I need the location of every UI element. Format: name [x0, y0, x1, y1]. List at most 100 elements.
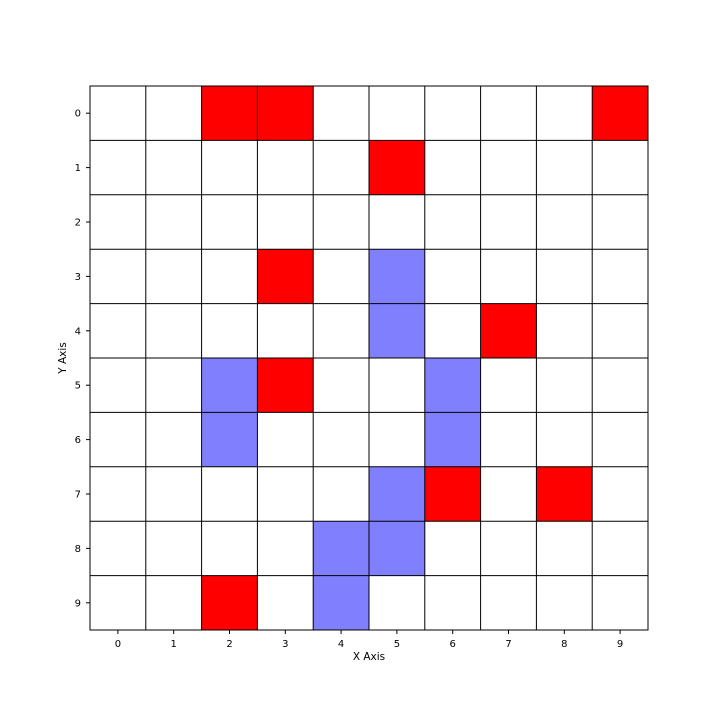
- grid-cell-3-9: [592, 249, 648, 304]
- grid-cell-1-5: [369, 140, 425, 195]
- grid-cell-8-8: [536, 521, 593, 576]
- grid-cell-2-8: [536, 194, 593, 250]
- grid-cell-4-0: [90, 303, 146, 358]
- y-tick-label: 6: [75, 435, 81, 446]
- grid-cell-6-6: [424, 412, 481, 467]
- grid-cell-8-0: [90, 521, 146, 576]
- grid-cell-1-4: [313, 140, 369, 195]
- grid-cell-9-8: [536, 575, 593, 630]
- grid-cell-4-2: [201, 303, 258, 358]
- grid-cell-1-2: [201, 140, 258, 195]
- grid-cell-2-9: [592, 194, 648, 250]
- grid-cell-6-1: [145, 412, 202, 467]
- grid-cell-1-1: [145, 140, 202, 195]
- grid-cell-3-2: [201, 249, 258, 304]
- x-tick-label: 2: [226, 639, 232, 650]
- grid-cell-0-9: [592, 86, 648, 141]
- grid-cell-4-8: [536, 303, 593, 358]
- grid-cell-0-3: [257, 86, 314, 141]
- grid-cell-7-0: [90, 466, 146, 522]
- grid-cell-8-3: [257, 521, 314, 576]
- grid-cell-7-4: [313, 466, 369, 522]
- grid-cell-5-1: [145, 358, 202, 413]
- grid-cell-4-3: [257, 303, 314, 358]
- grid-cell-7-8: [536, 466, 593, 522]
- grid-cell-2-0: [90, 194, 146, 250]
- grid-cell-7-5: [369, 466, 425, 522]
- grid-cell-2-6: [424, 194, 481, 250]
- grid-cell-3-5: [369, 249, 425, 304]
- x-tick-label: 4: [338, 639, 344, 650]
- grid-cell-1-7: [480, 140, 537, 195]
- grid-cell-0-8: [536, 86, 593, 141]
- y-tick-label: 1: [75, 163, 81, 174]
- x-tick-label: 9: [617, 639, 623, 650]
- grid-cell-6-2: [201, 412, 258, 467]
- grid-cell-1-9: [592, 140, 648, 195]
- grid-cell-1-6: [424, 140, 481, 195]
- grid-cell-8-6: [424, 521, 481, 576]
- grid-cell-0-7: [480, 86, 537, 141]
- x-tick-label: 7: [505, 639, 511, 650]
- y-tick-label: 5: [75, 381, 81, 392]
- x-tick-label: 5: [394, 639, 400, 650]
- grid-cell-5-5: [369, 358, 425, 413]
- grid-cell-9-3: [257, 575, 314, 630]
- y-tick-label: 3: [75, 272, 81, 283]
- grid-cell-4-9: [592, 303, 648, 358]
- grid-cell-2-2: [201, 194, 258, 250]
- grid-cell-6-3: [257, 412, 314, 467]
- grid-cell-5-4: [313, 358, 369, 413]
- plot-frame: [89, 85, 649, 631]
- y-tick-label: 2: [75, 218, 81, 229]
- grid-cell-7-6: [424, 466, 481, 522]
- grid-cell-7-2: [201, 466, 258, 522]
- y-ticks: 0 1 2 3 4 5 6 7 8 9: [75, 109, 90, 609]
- grid-cell-9-7: [480, 575, 537, 630]
- grid-cell-4-1: [145, 303, 202, 358]
- grid-cell-4-6: [424, 303, 481, 358]
- grid-cell-0-2: [201, 86, 258, 141]
- grid-cell-0-6: [424, 86, 481, 141]
- grid-cell-0-1: [145, 86, 202, 141]
- y-tick-label: 8: [75, 544, 81, 555]
- grid-cell-6-8: [536, 412, 593, 467]
- grid-cell-4-4: [313, 303, 369, 358]
- grid-cell-0-5: [369, 86, 425, 141]
- x-axis-label: X Axis: [353, 651, 385, 663]
- grid-cell-7-3: [257, 466, 314, 522]
- grid-cell-6-7: [480, 412, 537, 467]
- grid-cell-2-1: [145, 194, 202, 250]
- grid-cell-6-0: [90, 412, 146, 467]
- y-tick-label: 9: [75, 598, 81, 609]
- grid-cell-5-7: [480, 358, 537, 413]
- grid-cell-9-4: [313, 575, 369, 630]
- x-tick-label: 3: [282, 639, 288, 650]
- x-ticks: 0 1 2 3 4 5 6 7 8 9: [115, 630, 623, 650]
- y-axis-label: Y Axis: [57, 342, 69, 375]
- grid-cell-7-7: [480, 466, 537, 522]
- grid-cell-5-3: [257, 358, 314, 413]
- grid-cell-4-7: [480, 303, 537, 358]
- grid-cell-8-9: [592, 521, 648, 576]
- grid-cell-2-5: [369, 194, 425, 250]
- grid-cell-9-2: [201, 575, 258, 630]
- grid-cell-8-7: [480, 521, 537, 576]
- grid-cell-1-0: [90, 140, 146, 195]
- x-tick-label: 6: [450, 639, 456, 650]
- grid-cell-3-3: [257, 249, 314, 304]
- grid-cell-3-1: [145, 249, 202, 304]
- grid-cell-3-6: [424, 249, 481, 304]
- grid-cell-1-3: [257, 140, 314, 195]
- grid-cell-6-9: [592, 412, 648, 467]
- grid-cell-3-8: [536, 249, 593, 304]
- grid-cell-6-4: [313, 412, 369, 467]
- grid-cell-3-4: [313, 249, 369, 304]
- grid-cell-9-1: [145, 575, 202, 630]
- grid-cell-9-6: [424, 575, 481, 630]
- grid-cell-0-4: [313, 86, 369, 141]
- grid-cell-3-0: [90, 249, 146, 304]
- grid-cell-7-9: [592, 466, 648, 522]
- x-tick-label: 0: [115, 639, 121, 650]
